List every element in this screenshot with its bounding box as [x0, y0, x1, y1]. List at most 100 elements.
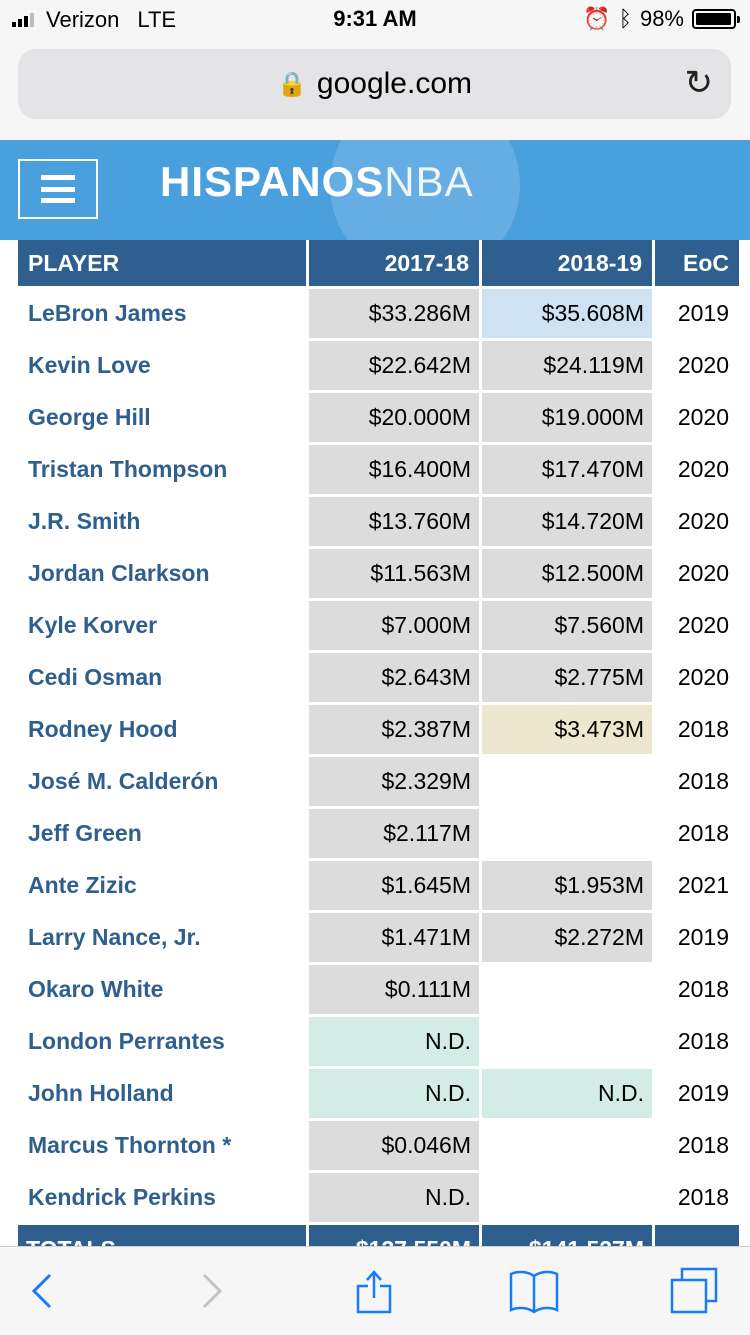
salary-2017-18: $2.329M	[309, 757, 479, 806]
end-of-contract: 2018	[677, 820, 729, 846]
player-name[interactable]: John Holland	[28, 1080, 174, 1106]
address-bar[interactable]: 🔒 google.com ↻	[18, 49, 731, 119]
salary-2018-19: $19.000M	[482, 393, 652, 442]
table-row: London Perrantes N.D. 2018	[18, 1017, 739, 1066]
salary-2017-18: $1.471M	[309, 913, 479, 962]
player-name[interactable]: Ante Zizic	[28, 872, 137, 898]
end-of-contract: 2019	[677, 924, 729, 950]
book-icon	[509, 1270, 559, 1314]
player-name[interactable]: Marcus Thornton *	[28, 1132, 232, 1158]
salary-2017-18: $0.111M	[309, 965, 479, 1014]
lock-icon: 🔒	[277, 70, 307, 98]
table-row: LeBron James $33.286M $35.608M 2019	[18, 289, 739, 338]
salary-2017-18: $20.000M	[309, 393, 479, 442]
player-name[interactable]: London Perrantes	[28, 1028, 225, 1054]
player-name[interactable]: Tristan Thompson	[28, 456, 228, 482]
end-of-contract: 2020	[677, 508, 729, 534]
table-row: George Hill $20.000M $19.000M 2020	[18, 393, 739, 442]
site-header: HISPANOSNBA	[0, 140, 750, 240]
salary-2017-18: N.D.	[309, 1173, 479, 1222]
end-of-contract: 2018	[677, 1184, 729, 1210]
player-name[interactable]: Jordan Clarkson	[28, 560, 210, 586]
player-name[interactable]: Okaro White	[28, 976, 164, 1002]
end-of-contract: 2020	[677, 560, 729, 586]
tabs-button[interactable]	[664, 1267, 724, 1314]
salary-table-area: PLAYER 2017-18 2018-19 EoC LeBron James $…	[0, 240, 750, 1246]
table-row: Jordan Clarkson $11.563M $12.500M 2020	[18, 549, 739, 598]
table-row: John Holland N.D. N.D. 2019	[18, 1069, 739, 1118]
hamburger-menu-button[interactable]	[18, 159, 98, 219]
end-of-contract: 2018	[677, 1028, 729, 1054]
salary-2018-19	[482, 1121, 652, 1170]
salary-2018-19	[482, 809, 652, 858]
table-row: Rodney Hood $2.387M $3.473M 2018	[18, 705, 739, 754]
totals-row: TOTALS$137.550M$141.527M	[18, 1225, 739, 1246]
total-2017-18: $137.550M	[309, 1225, 479, 1246]
salary-2017-18: $13.760M	[309, 497, 479, 546]
salary-2018-19	[482, 1173, 652, 1222]
share-button[interactable]	[344, 1269, 404, 1314]
player-name[interactable]: Kevin Love	[28, 352, 151, 378]
player-name[interactable]: Kyle Korver	[28, 612, 158, 638]
header-player: PLAYER	[18, 240, 306, 286]
status-bar: Verizon LTE 9:31 AM ⏰ ᛒ 98%	[0, 0, 750, 40]
end-of-contract: 2020	[677, 352, 729, 378]
forward-chevron-icon	[202, 1273, 223, 1309]
player-name[interactable]: Cedi Osman	[28, 664, 163, 690]
header-2018-19: 2018-19	[482, 240, 652, 286]
player-name[interactable]: Kendrick Perkins	[28, 1184, 216, 1210]
end-of-contract: 2019	[677, 1080, 729, 1106]
table-body: LeBron James $33.286M $35.608M 2019 Kevin Lo…	[18, 289, 739, 1246]
salary-2017-18: $1.645M	[309, 861, 479, 910]
logo-light-text: NBA	[384, 158, 474, 205]
table-row: Kevin Love $22.642M $24.119M 2020	[18, 341, 739, 390]
player-name[interactable]: J.R. Smith	[28, 508, 141, 534]
signal-strength-icon	[12, 13, 34, 27]
end-of-contract: 2018	[677, 976, 729, 1002]
player-name[interactable]: José M. Calderón	[28, 768, 219, 794]
network-type: LTE	[137, 7, 177, 32]
header-2017-18: 2017-18	[309, 240, 479, 286]
safari-toolbar	[0, 1246, 750, 1335]
salary-2017-18: $2.117M	[309, 809, 479, 858]
salary-2018-19: $2.775M	[482, 653, 652, 702]
bookmarks-button[interactable]	[504, 1269, 564, 1314]
salary-2017-18: $11.563M	[309, 549, 479, 598]
salary-2018-19: $17.470M	[482, 445, 652, 494]
logo-bold-text: HISPANOS	[160, 158, 385, 205]
salary-2017-18: $2.643M	[309, 653, 479, 702]
site-logo[interactable]: HISPANOSNBA	[160, 158, 474, 206]
total-2018-19: $141.527M	[482, 1225, 652, 1246]
salary-2017-18: $16.400M	[309, 445, 479, 494]
player-name[interactable]: Rodney Hood	[28, 716, 178, 742]
salary-2018-19: $3.473M	[482, 705, 652, 754]
totals-label: TOTALS	[18, 1225, 306, 1246]
salary-2017-18: N.D.	[309, 1069, 479, 1118]
salary-2018-19: $2.272M	[482, 913, 652, 962]
back-chevron-icon	[31, 1273, 52, 1309]
basketball-watermark	[330, 140, 520, 240]
table-row: Kendrick Perkins N.D. 2018	[18, 1173, 739, 1222]
header-eoc: EoC	[655, 240, 739, 286]
reload-icon[interactable]: ↻	[684, 64, 714, 102]
back-button[interactable]	[12, 1269, 72, 1313]
table-row: Larry Nance, Jr. $1.471M $2.272M 2019	[18, 913, 739, 962]
player-name[interactable]: Larry Nance, Jr.	[28, 924, 201, 950]
total-eoc	[655, 1225, 739, 1246]
table-header-row: PLAYER 2017-18 2018-19 EoC	[18, 240, 739, 286]
salary-2018-19: $24.119M	[482, 341, 652, 390]
player-name[interactable]: LeBron James	[28, 300, 187, 326]
salary-2018-19	[482, 965, 652, 1014]
table-row: Kyle Korver $7.000M $7.560M 2020	[18, 601, 739, 650]
salary-table: PLAYER 2017-18 2018-19 EoC LeBron James $…	[15, 240, 742, 1246]
player-name[interactable]: Jeff Green	[28, 820, 142, 846]
table-row: Marcus Thornton * $0.046M 2018	[18, 1121, 739, 1170]
salary-2018-19: $35.608M	[482, 289, 652, 338]
end-of-contract: 2018	[677, 768, 729, 794]
salary-2017-18: N.D.	[309, 1017, 479, 1066]
forward-button[interactable]	[182, 1269, 242, 1313]
table-row: J.R. Smith $13.760M $14.720M 2020	[18, 497, 739, 546]
salary-2017-18: $22.642M	[309, 341, 479, 390]
player-name[interactable]: George Hill	[28, 404, 151, 430]
salary-2018-19: $1.953M	[482, 861, 652, 910]
